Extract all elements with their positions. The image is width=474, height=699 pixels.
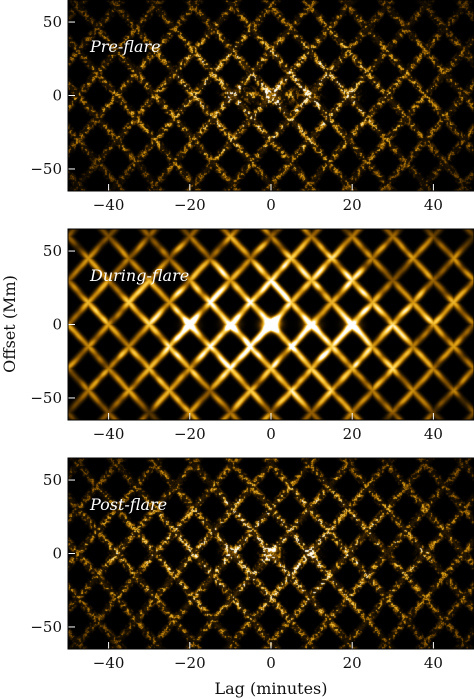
x-tick-label: 0 (266, 196, 276, 214)
x-tick-label: −20 (174, 425, 206, 443)
x-tick-label: 20 (343, 425, 362, 443)
y-tick-label: 0 (52, 87, 62, 105)
panel-frame (67, 228, 474, 421)
x-tick-label: −40 (93, 654, 125, 672)
x-tick-label: −20 (174, 654, 206, 672)
panel-post-flare: Post-flare −40 −20 0 20 40 −50 0 50 (30, 457, 474, 672)
x-tick-label: 20 (343, 196, 362, 214)
y-tick-label: −50 (30, 389, 62, 407)
x-tick-label: −40 (93, 425, 125, 443)
y-tick-label: 0 (52, 545, 62, 563)
y-tick-label: 50 (43, 242, 62, 260)
panel-label-during-flare: During-flare (89, 266, 189, 285)
panel-label-pre-flare: Pre-flare (89, 37, 161, 56)
x-axis-label: Lag (minutes) (215, 679, 328, 698)
heatmap-pre-flare (68, 0, 474, 191)
y-tick-label: 0 (52, 316, 62, 334)
x-tick-label: 0 (266, 654, 276, 672)
x-tick-label: 40 (424, 196, 443, 214)
x-tick-label: −20 (174, 196, 206, 214)
panel-label-post-flare: Post-flare (89, 495, 167, 514)
panel-pre-flare: Pre-flare −40 −20 0 20 40 −50 0 50 (30, 0, 474, 214)
x-tick-label: −40 (93, 196, 125, 214)
y-tick-label: −50 (30, 618, 62, 636)
heatmap-post-flare (68, 458, 474, 649)
x-tick-label: 20 (343, 654, 362, 672)
panel-during-flare: During-flare −40 −20 0 20 40 −50 0 50 (30, 228, 474, 443)
y-axis-label: Offset (Mm) (0, 275, 19, 373)
x-tick-label: 40 (424, 654, 443, 672)
x-tick-label: 40 (424, 425, 443, 443)
y-tick-label: −50 (30, 160, 62, 178)
heatmap-during-flare (68, 229, 474, 420)
y-tick-label: 50 (43, 13, 62, 31)
x-tick-label: 0 (266, 425, 276, 443)
panel-frame (67, 457, 474, 650)
y-tick-label: 50 (43, 471, 62, 489)
panel-frame (67, 0, 474, 192)
